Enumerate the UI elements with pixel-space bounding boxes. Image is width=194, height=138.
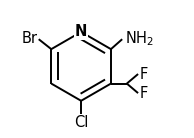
Text: F: F [139,86,148,101]
Text: NH$_2$: NH$_2$ [126,29,154,48]
Text: Cl: Cl [74,115,88,130]
Text: Br: Br [21,31,37,46]
Text: F: F [139,67,148,82]
Text: N: N [75,24,87,39]
